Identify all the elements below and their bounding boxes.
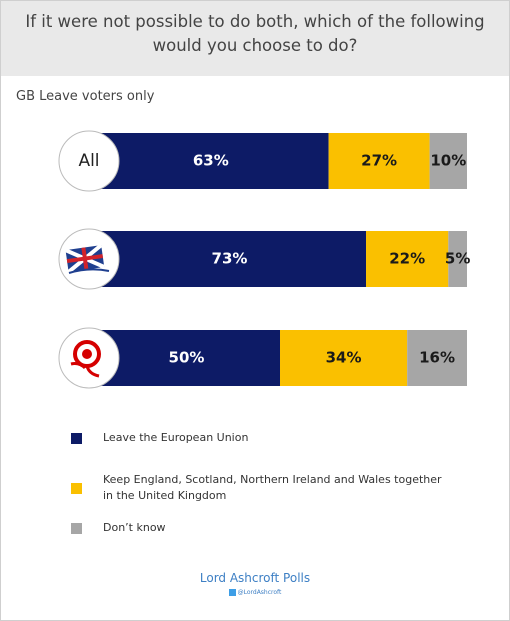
- legend-swatch: [71, 433, 82, 444]
- subtitle: GB Leave voters only: [16, 89, 155, 104]
- chart: 63% 27% 10% All 73% 22% 5% 50% 34% 16%: [58, 130, 470, 389]
- value-label: 34%: [326, 349, 362, 367]
- value-label: 27%: [361, 152, 397, 170]
- source: Lord Ashcroft Polls: [199, 571, 311, 585]
- bar-segment: [93, 330, 280, 386]
- rose-stem: [70, 362, 100, 378]
- bar-segment: [429, 133, 467, 189]
- legend-swatch: [71, 523, 82, 534]
- bar-segment: [407, 330, 467, 386]
- twitter-icon: [228, 589, 236, 596]
- value-label: 50%: [169, 349, 205, 367]
- bar-segment: [448, 231, 467, 287]
- value-label: 5%: [445, 250, 470, 268]
- bar-segment: [93, 133, 329, 189]
- rose-center: [82, 349, 92, 359]
- legend-label: Don’t know: [103, 521, 166, 534]
- party-icon: [64, 243, 110, 274]
- bar-segment: [366, 231, 449, 287]
- value-label: 63%: [193, 152, 229, 170]
- flag-cross-red: [66, 247, 104, 270]
- party-icon: [70, 340, 101, 378]
- value-label: 16%: [419, 349, 455, 367]
- source-handle: @LordAshcroft: [1, 589, 509, 596]
- value-label: 10%: [430, 152, 466, 170]
- category-badge: [58, 130, 120, 192]
- chart-title: If it were not possible to do both, whic…: [1, 1, 509, 76]
- flag-base: [68, 268, 110, 274]
- value-label: 22%: [389, 250, 425, 268]
- legend-label: Leave the European Union: [103, 431, 249, 444]
- bar-segment: [328, 133, 430, 189]
- bar-segment: [280, 330, 408, 386]
- handle-text: @LordAshcroft: [237, 589, 282, 596]
- category-label: All: [78, 151, 99, 171]
- bar-segment: [93, 231, 367, 287]
- legend-label: Keep England, Scotland, Northern Ireland…: [103, 473, 442, 502]
- value-label: 73%: [212, 250, 248, 268]
- legend-swatch: [71, 483, 82, 494]
